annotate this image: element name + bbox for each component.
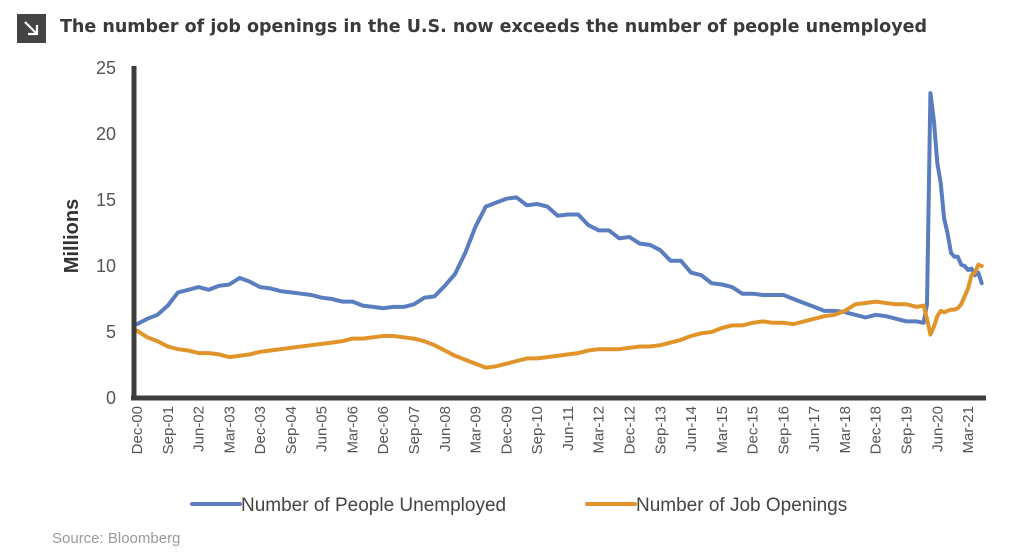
source-note: Source: Bloomberg <box>52 530 181 547</box>
y-tick-label: 0 <box>106 388 116 408</box>
x-tick-label: Dec-09 <box>498 406 515 454</box>
legend-label-unemployed: Number of People Unemployed <box>241 495 506 516</box>
x-tick-label: Sep-19 <box>899 406 916 454</box>
x-tick-label: Mar-06 <box>344 406 361 454</box>
y-tick-label: 10 <box>96 256 116 276</box>
legend-label-openings: Number of Job Openings <box>636 495 847 516</box>
arrow-down-right-icon <box>17 14 46 43</box>
x-tick-label: Sep-01 <box>160 406 177 454</box>
x-tick-label: Jun-02 <box>191 406 208 452</box>
x-tick-label: Dec-00 <box>129 406 146 454</box>
y-tick-label: 20 <box>96 124 116 144</box>
series-line-job-openings <box>135 262 984 370</box>
legend: Number of People Unemployed Number of Jo… <box>190 495 847 516</box>
y-axis-label: Millions <box>61 199 83 273</box>
x-tick-label: Mar-12 <box>591 406 608 454</box>
x-tick-label: Jun-11 <box>560 406 577 451</box>
x-tick-label: Jun-14 <box>683 406 700 452</box>
x-tick-label: Jun-17 <box>806 406 823 452</box>
series-line-unemployed <box>135 91 984 327</box>
x-tick-label: Sep-16 <box>775 406 792 454</box>
x-tick-label: Mar-03 <box>221 406 238 454</box>
x-tick-label: Jun-05 <box>314 406 331 452</box>
x-tick-label: Jun-20 <box>929 406 946 452</box>
x-tick-label: Dec-18 <box>868 406 885 454</box>
x-tick-label: Sep-07 <box>406 406 423 454</box>
x-tick-label: Dec-06 <box>375 406 392 454</box>
x-tick-label: Dec-12 <box>621 406 638 454</box>
x-tick-label: Mar-21 <box>960 406 977 454</box>
x-tick-label: Sep-10 <box>529 406 546 454</box>
x-tick-label: Jun-08 <box>437 406 454 452</box>
x-tick-label: Sep-13 <box>652 406 669 454</box>
x-tick-label: Dec-03 <box>252 406 269 454</box>
x-tick-label: Sep-04 <box>283 406 300 454</box>
x-tick-label: Mar-09 <box>468 406 485 454</box>
y-tick-label: 5 <box>106 322 116 342</box>
y-tick-label: 25 <box>96 58 116 78</box>
chart-title: The number of job openings in the U.S. n… <box>60 17 928 37</box>
x-tick-label: Dec-15 <box>745 406 762 454</box>
x-tick-label: Mar-15 <box>714 406 731 454</box>
y-tick-label: 15 <box>96 190 116 210</box>
x-tick-label: Mar-18 <box>837 406 854 454</box>
